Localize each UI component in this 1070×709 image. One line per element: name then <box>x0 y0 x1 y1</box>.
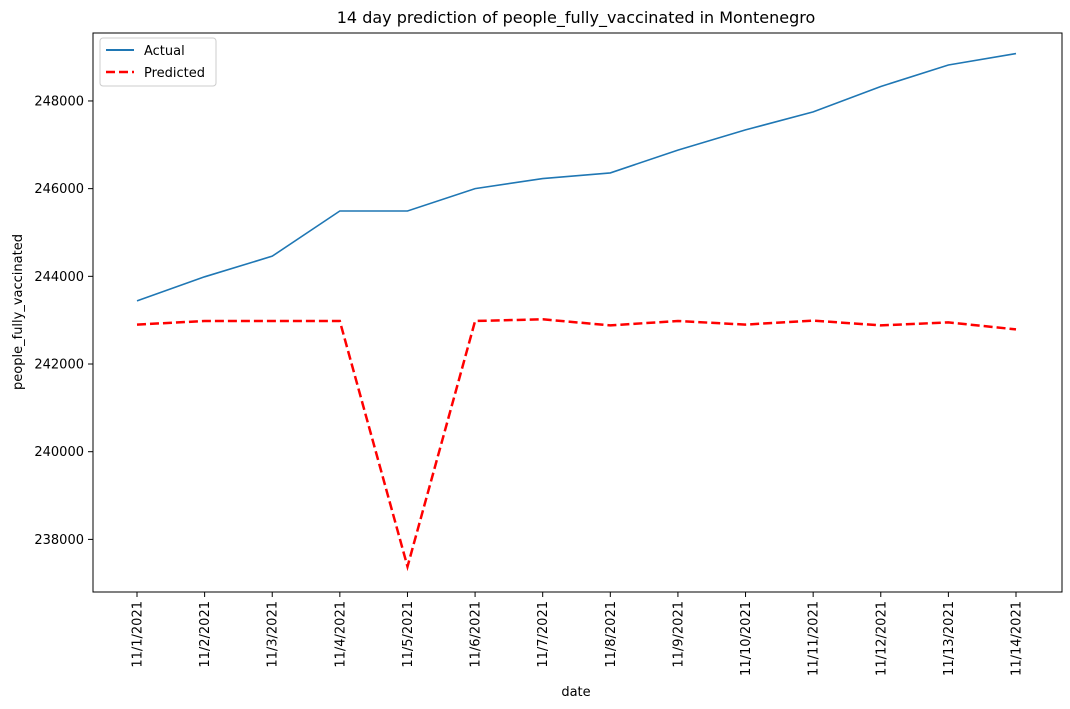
x-tick-label: 11/12/2021 <box>874 601 889 676</box>
data-point-predicted <box>270 319 274 323</box>
x-tick-label: 11/9/2021 <box>671 601 686 668</box>
series-line-actual <box>136 52 1017 302</box>
x-tick-label: 11/3/2021 <box>266 601 281 668</box>
legend-label-actual: Actual <box>144 44 185 59</box>
data-point-predicted <box>203 319 207 323</box>
x-tick-label: 11/7/2021 <box>536 601 551 668</box>
data-point-actual <box>405 209 409 213</box>
legend: Actual Predicted <box>99 37 217 87</box>
data-point-predicted <box>135 323 139 327</box>
x-tick-label: 11/6/2021 <box>469 601 484 668</box>
data-point-predicted <box>338 319 342 323</box>
y-tick-label: 240000 <box>34 445 84 460</box>
data-point-predicted <box>1014 327 1018 331</box>
y-tick-label: 238000 <box>34 533 84 548</box>
data-point-predicted <box>946 320 950 324</box>
x-axis-title: date <box>561 685 590 700</box>
x-tick-label: 11/13/2021 <box>942 601 957 676</box>
data-point-actual <box>1014 52 1018 56</box>
data-point-actual <box>744 128 748 132</box>
data-point-actual <box>270 254 274 258</box>
y-tick-label: 246000 <box>34 182 84 197</box>
y-axis: 238000 240000 242000 244000 246000 248000 <box>34 94 93 548</box>
y-tick-label: 244000 <box>34 270 84 285</box>
data-point-actual <box>946 63 950 67</box>
data-point-predicted <box>608 323 612 327</box>
data-point-predicted <box>676 319 680 323</box>
plot-area <box>92 32 1063 593</box>
data-point-actual <box>811 110 815 114</box>
data-point-actual <box>203 275 207 279</box>
data-point-predicted <box>744 323 748 327</box>
data-point-predicted <box>811 319 815 323</box>
y-axis-title: people_fully_vaccinated <box>11 234 26 390</box>
data-point-actual <box>338 209 342 213</box>
x-tick-label: 11/10/2021 <box>739 601 754 676</box>
data-point-predicted <box>405 565 409 569</box>
series-line-predicted <box>136 318 1017 572</box>
data-point-predicted <box>541 317 545 321</box>
series-layer <box>135 52 1018 572</box>
x-tick-label: 11/1/2021 <box>131 601 146 668</box>
y-tick-label: 248000 <box>34 94 84 109</box>
x-tick-label: 11/4/2021 <box>333 601 348 668</box>
y-tick-label: 242000 <box>34 358 84 373</box>
data-point-actual <box>608 171 612 175</box>
data-point-actual <box>676 148 680 152</box>
legend-label-predicted: Predicted <box>144 66 205 81</box>
data-point-actual <box>473 187 477 191</box>
x-tick-label: 11/2/2021 <box>198 601 213 668</box>
chart-title: 14 day prediction of people_fully_vaccin… <box>337 8 816 28</box>
data-point-actual <box>879 84 883 88</box>
x-axis: 11/1/2021 11/2/2021 11/3/2021 11/4/2021 11/5… <box>131 592 1025 676</box>
data-point-predicted <box>879 323 883 327</box>
x-tick-label: 11/8/2021 <box>604 601 619 668</box>
data-point-actual <box>541 177 545 181</box>
x-tick-label: 11/11/2021 <box>807 601 822 676</box>
data-point-actual <box>135 299 139 303</box>
x-tick-label: 11/14/2021 <box>1010 601 1025 676</box>
data-point-predicted <box>473 319 477 323</box>
x-tick-label: 11/5/2021 <box>401 601 416 668</box>
